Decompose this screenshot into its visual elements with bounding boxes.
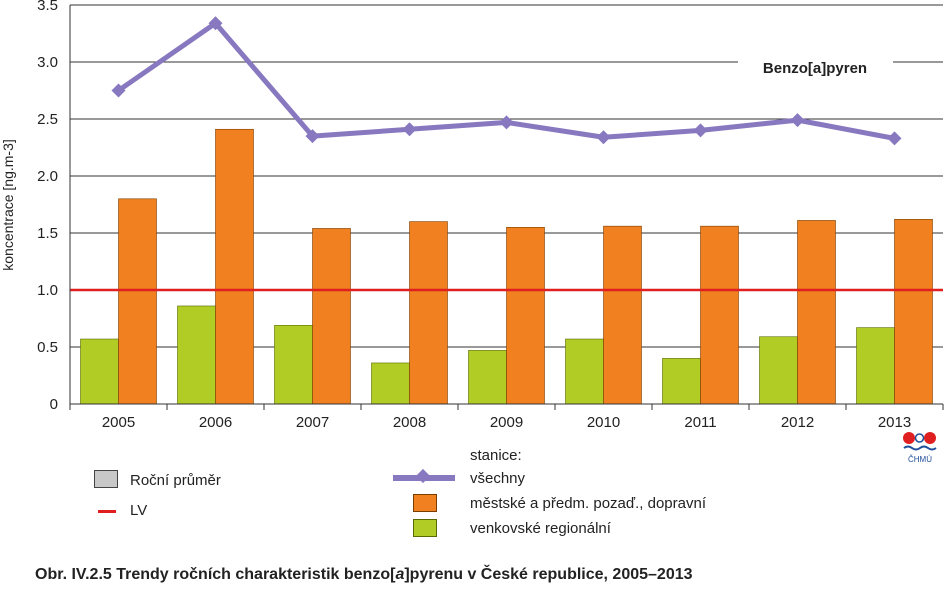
figure-caption: Obr. IV.2.5 Trendy ročních charakteristi…	[35, 566, 693, 584]
x-tick-label: 2011	[684, 414, 716, 431]
series-marker-all	[499, 115, 514, 130]
series-marker-all	[402, 122, 417, 137]
bar-urban	[894, 219, 933, 405]
annotation-label: Benzo[a]pyren	[763, 60, 867, 77]
bar-rural	[662, 358, 701, 405]
series-line-group	[111, 16, 902, 146]
bars	[80, 128, 933, 405]
all-label: všechny	[470, 470, 526, 487]
lv-label: LV	[130, 502, 148, 519]
y-tick-label: 3.5	[37, 0, 58, 14]
rural-swatch	[413, 519, 437, 537]
y-tick-label: 0	[50, 396, 58, 413]
bar-urban	[215, 128, 254, 405]
bar-rural	[856, 327, 895, 405]
bar-rural	[80, 338, 119, 405]
svg-text:ČHMÚ: ČHMÚ	[908, 455, 932, 464]
bar-rural	[759, 336, 798, 405]
bar-rural	[274, 325, 313, 405]
bar-urban	[409, 221, 448, 405]
series-marker-all	[596, 130, 611, 145]
series-marker-all	[693, 123, 708, 138]
rural-label: venkovské regionální	[470, 520, 611, 537]
x-tick-label: 2005	[102, 414, 135, 431]
bar-rural	[565, 338, 604, 405]
bar-urban	[118, 198, 157, 405]
y-tick-label: 1.0	[37, 282, 58, 299]
y-tick-label: 1.5	[37, 225, 58, 242]
caption-suffix: ]pyrenu v České republice, 2005–2013	[404, 566, 693, 583]
x-tick-label: 2006	[199, 414, 232, 431]
annual-mean-label: Roční průměr	[130, 472, 221, 489]
series-marker-all	[305, 129, 320, 144]
series-marker-all	[790, 113, 805, 128]
chmu-logo: ČHMÚ	[900, 430, 940, 468]
x-tick-label: 2009	[490, 414, 523, 431]
caption-prefix: Obr. IV.2.5 Trendy ročních charakteristi…	[35, 566, 396, 583]
series-marker-all	[887, 131, 902, 146]
bar-rural	[468, 350, 507, 405]
series-marker-all	[111, 83, 126, 98]
caption-italic: a	[395, 566, 405, 583]
urban-label: městské a předm. pozaď., dopravní	[470, 495, 707, 512]
axes: 0 0.5 1.0 1.5 2.0 2.5 3.0 3.5 2005 2006 2007 2008 20…	[37, 0, 944, 431]
bar-urban	[797, 220, 836, 405]
y-axis-label: koncentrace [ng.m-3]	[0, 139, 16, 271]
y-tick-label: 0.5	[37, 339, 58, 356]
y-tick-label: 2.5	[37, 111, 58, 128]
x-tick-label: 2010	[587, 414, 620, 431]
urban-swatch	[413, 494, 437, 512]
annual-mean-swatch	[94, 470, 118, 488]
y-tick-label: 3.0	[37, 54, 58, 71]
bar-urban	[312, 228, 351, 405]
lv-swatch	[98, 510, 116, 513]
bar-rural	[177, 305, 216, 405]
bar-urban	[506, 227, 545, 405]
y-tick-label: 2.0	[37, 168, 58, 185]
annotation-box	[738, 53, 893, 81]
x-tick-label: 2013	[878, 414, 911, 431]
x-tick-label: 2012	[781, 414, 814, 431]
bar-urban	[700, 225, 739, 405]
x-tick-label: 2008	[393, 414, 426, 431]
series-marker-all	[208, 16, 223, 31]
x-tick-label: 2007	[296, 414, 329, 431]
bar-urban	[603, 225, 642, 405]
bar-rural	[371, 362, 410, 405]
legend-heading: stanice:	[470, 447, 522, 464]
